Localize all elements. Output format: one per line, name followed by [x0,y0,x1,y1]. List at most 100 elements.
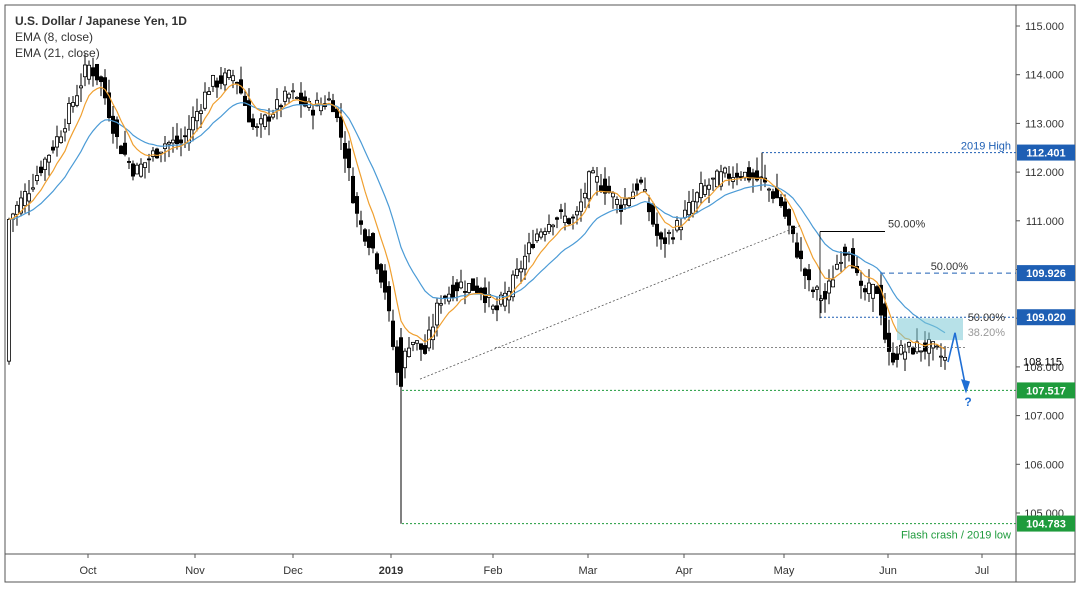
x-tick-label: Jun [879,565,897,577]
label-fib-50-upper: 50.00% [931,261,969,273]
candle-body [18,197,23,214]
candle-body [563,215,568,223]
candle-body [735,172,740,178]
candle-body [414,340,419,344]
candle-body [739,176,744,178]
candle-body [771,191,776,199]
candle-body [442,295,447,299]
candle-body [51,146,56,151]
label-2019-high: 2019 High [961,141,1011,153]
candle-body [527,242,532,255]
candle-body [747,167,752,181]
candle-body [755,170,760,181]
candle-body [639,179,644,183]
fib-zone-box [897,318,963,341]
candle-body [895,353,900,360]
candle-body [107,92,112,119]
chart-title: U.S. Dollar / Japanese Yen, 1D [15,14,187,28]
candle-body [943,356,948,361]
candle-body [26,193,31,202]
candle-body [258,118,263,125]
candle-body [883,303,888,340]
candle-body [123,142,128,155]
candle-body [871,283,876,299]
candle-body [43,158,48,170]
candle-body [39,166,44,174]
candle-body [583,192,588,199]
candle-body [631,191,636,199]
candle-body [7,219,12,362]
question-mark: ? [964,395,971,409]
candle-body [787,209,792,226]
candle-body [458,281,463,289]
candle-body [246,100,251,123]
candle-body [83,64,88,78]
candle-body [707,184,712,190]
candle-body [254,126,259,128]
candle-body [667,231,672,234]
candle-body [919,350,924,353]
candle-body [130,163,135,177]
x-tick-label: Feb [484,565,503,577]
level-price-badge [1017,382,1075,399]
candle-body [250,118,255,128]
candle-body [438,303,443,306]
last-price-label: 108.115 [1023,356,1062,368]
candle-body [166,142,171,145]
y-tick-label: 113.000 [1025,118,1064,130]
candle-body [99,76,104,83]
candle-body [174,135,179,144]
candle-body [603,178,608,194]
candle-body [783,201,788,217]
legend-ema-fast: EMA (8, close) [15,30,94,44]
candle-body [535,233,540,242]
candle-body [270,114,275,118]
candle-body [719,171,724,187]
candle-body [111,115,116,134]
candle-body [695,192,700,203]
y-tick-label: 111.000 [1026,216,1064,228]
candle-body [851,248,856,269]
y-tick-label: 115.000 [1025,21,1064,33]
candle-body [619,204,624,212]
candle-body [67,103,72,124]
candle-body [55,136,60,148]
candle-body [35,175,40,182]
legend-ema-slow: EMA (21, close) [15,46,100,60]
candle-body [647,202,652,213]
candle-body [559,209,564,212]
candle-body [663,237,668,244]
candle-body [931,341,936,349]
candle-body [831,279,836,288]
candle-body [134,164,139,175]
candle-body [346,148,351,169]
candle-body [555,217,560,220]
candle-body [386,286,391,312]
candle-body [95,63,100,81]
level-price-badge [1017,515,1075,532]
candle-body [683,209,688,218]
trend-line [419,225,801,380]
candle-body [811,289,816,293]
candle-body [579,201,584,212]
candle-body [615,199,620,205]
candle-body [791,225,796,235]
level-price-text: 107.517 [1026,385,1066,397]
projection-arrow [947,332,967,389]
candle-body [218,75,223,84]
level-price-text: 109.020 [1026,312,1066,324]
candle-body [515,268,520,276]
candle-body [466,283,471,293]
x-tick-label: Nov [185,565,205,577]
candle-body [795,242,800,258]
candle-body [651,203,656,225]
candle-body [490,305,495,310]
candle-body [687,202,692,216]
candle-body [410,341,415,345]
candle-body [286,93,291,99]
candle-body [543,231,548,235]
candle-body [406,347,411,358]
candle-body [679,226,684,231]
candle-body [478,287,483,294]
